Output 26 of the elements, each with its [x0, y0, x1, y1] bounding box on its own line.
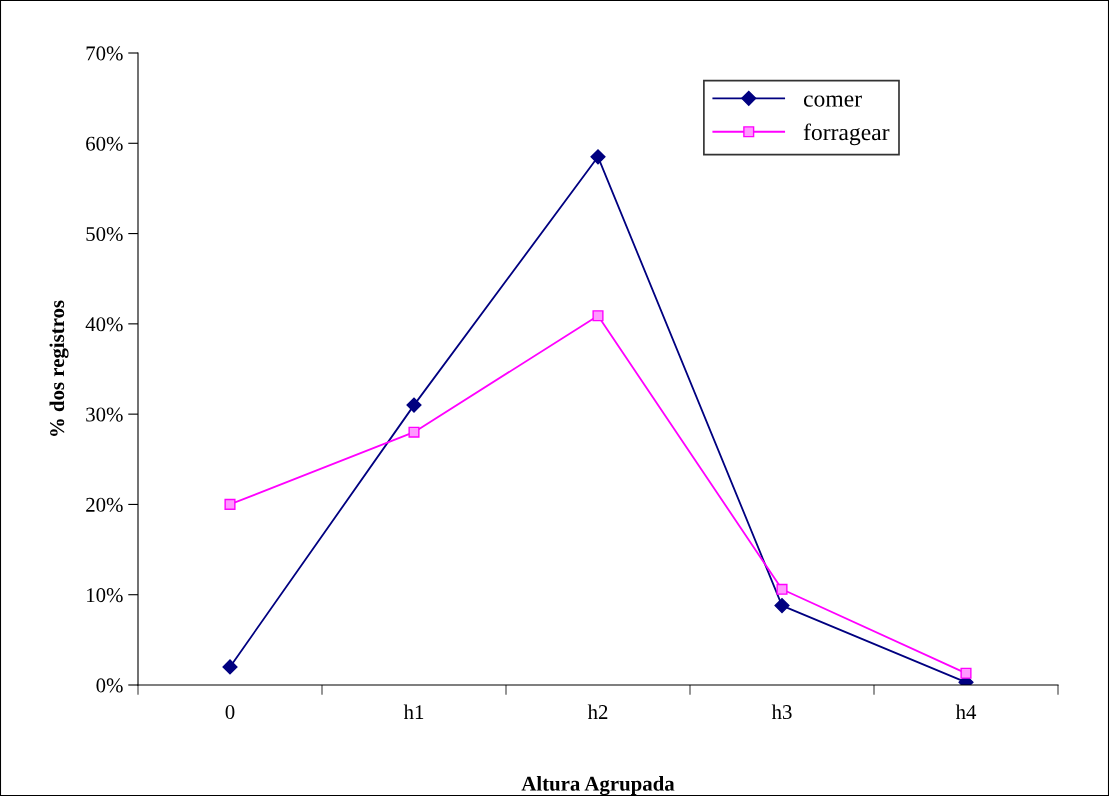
y-tick-label: 10%: [87, 588, 123, 603]
point: [776, 583, 788, 595]
legend-label: forragear: [803, 123, 890, 146]
x-axis-title: Altura Agrupada: [521, 776, 675, 796]
point: [224, 498, 236, 510]
y-tick-label: 40%: [85, 317, 123, 332]
y-axis-title: % dos registros: [49, 300, 69, 436]
y-tick-label: 60%: [86, 136, 123, 151]
point: [406, 397, 422, 413]
x-tick-label: h3: [771, 704, 792, 720]
point: [590, 149, 606, 165]
x-tick-label: 0: [225, 705, 235, 720]
point: [408, 426, 420, 438]
x-tick-label: h1: [403, 704, 424, 719]
point: [960, 667, 972, 679]
point: [592, 310, 604, 322]
x-tick-label: h4: [955, 704, 977, 719]
y-tick-label: 0%: [96, 678, 123, 693]
point: [774, 597, 790, 614]
x-tick-label: h2: [587, 704, 608, 719]
legend-label: comer: [803, 95, 862, 107]
point: [222, 659, 238, 675]
y-tick-label: 70%: [86, 46, 123, 61]
y-tick-label: 30%: [86, 407, 123, 422]
y-tick-label: 50%: [86, 226, 123, 242]
y-tick-label: 20%: [86, 497, 123, 512]
